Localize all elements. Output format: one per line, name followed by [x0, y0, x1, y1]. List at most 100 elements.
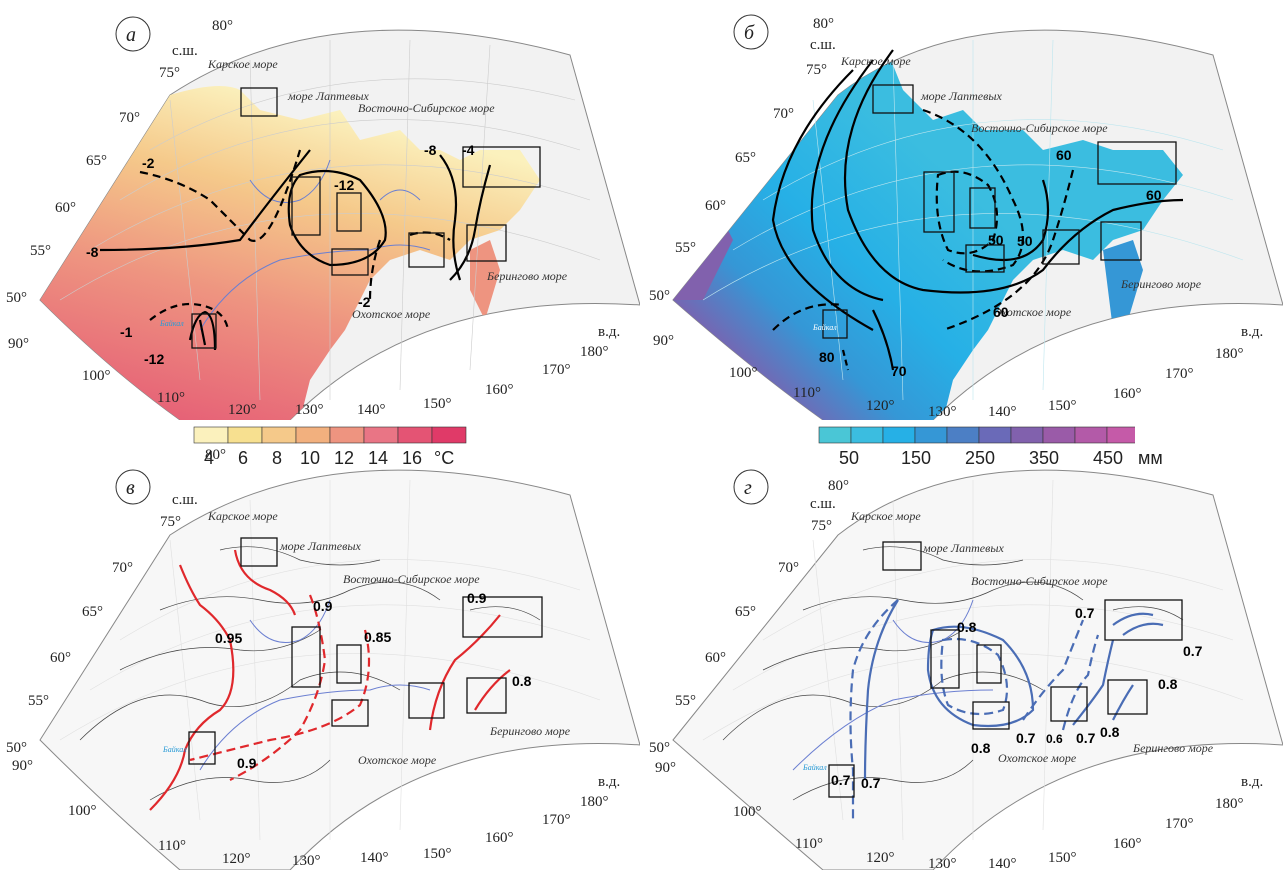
isoline-label: 0.7 — [1076, 730, 1096, 746]
lat-label-75: 75° — [811, 518, 832, 534]
isoline-label: 60 — [1056, 147, 1072, 163]
isoline-label: 0.9 — [313, 598, 333, 614]
lon-label-150: 150° — [1048, 850, 1077, 866]
sea-east-siberian: Восточно-Сибирское море — [971, 121, 1108, 135]
panel-letter-circle — [115, 469, 151, 505]
sea-east-siberian: Восточно-Сибирское море — [358, 101, 495, 115]
lon-label-140: 140° — [988, 856, 1017, 870]
isoline-label: 0.8 — [1100, 724, 1120, 740]
lat-label-60: 60° — [705, 650, 726, 666]
map-frame — [39, 469, 640, 870]
sea-east-siberian: Восточно-Сибирское море — [971, 574, 1108, 588]
sea-kara: Карское море — [840, 54, 911, 68]
sea-bering: Берингово море — [1132, 741, 1214, 755]
precip-colorbar-swatches — [818, 426, 1135, 444]
isoline-label: 0.95 — [215, 630, 242, 646]
lon-label-170: 170° — [1165, 816, 1194, 832]
lon-label-90: 90° — [12, 758, 33, 774]
temp-tick: 16 — [402, 448, 422, 468]
temp-colorbar-swatches — [193, 426, 467, 444]
lat-label-60: 60° — [55, 200, 76, 216]
lat-label-65: 65° — [82, 604, 103, 620]
study-boxes — [188, 537, 543, 765]
lat-label-55: 55° — [675, 240, 696, 256]
lat-label-75: 75° — [160, 514, 181, 530]
temp-tick: 8 — [272, 448, 282, 468]
sea-bering: Берингово море — [489, 724, 571, 738]
precip-unit: мм — [1138, 448, 1163, 468]
isoline-label: -1 — [120, 324, 133, 340]
lon-label-120: 120° — [866, 398, 895, 414]
lon-label-130: 130° — [928, 404, 957, 420]
lon-label-120: 120° — [866, 850, 895, 866]
lon-label-150: 150° — [423, 396, 452, 412]
lon-label-140: 140° — [360, 850, 389, 866]
lake-baikal: Байкал — [159, 319, 184, 328]
lat-label-55: 55° — [675, 693, 696, 709]
sea-okhotsk: Охотское море — [358, 753, 437, 767]
panel-letter-circle — [733, 14, 769, 50]
isoline-label: 0.7 — [1016, 730, 1036, 746]
isoline-label: -12 — [144, 351, 164, 367]
lon-label-110: 110° — [157, 390, 185, 406]
lon-label-100: 100° — [733, 804, 762, 820]
lat-label-55: 55° — [30, 243, 51, 259]
lon-label-180: 180° — [580, 344, 609, 360]
precip-unit-wrap: мм — [1138, 448, 1163, 468]
sea-bering: Берингово море — [1120, 277, 1202, 291]
isoline-label: 0.7 — [1075, 605, 1095, 621]
temp-tick: 14 — [368, 448, 388, 468]
lon-label-100: 100° — [729, 365, 758, 381]
isoline-label: 0.8 — [957, 619, 977, 635]
sea-kara: Карское море — [207, 509, 278, 523]
lat-label-80: 80° — [828, 478, 849, 494]
lat-label-70: 70° — [773, 106, 794, 122]
sea-okhotsk: Охотское море — [352, 307, 431, 321]
isoline-label: 0.7 — [831, 772, 851, 788]
precip-colorbar: 50 150 250 350 450 — [818, 426, 1135, 468]
temp-tick: 10 — [300, 448, 320, 468]
lat-label-nl: с.ш. — [172, 43, 198, 59]
map-panel-g: г 80° с.ш. 75° 70° 65° 60° 55° 50° 90° 1… — [649, 469, 1283, 870]
lon-label-100: 100° — [82, 368, 111, 384]
study-boxes — [828, 541, 1183, 798]
lon-label-170: 170° — [1165, 366, 1194, 382]
lon-label-180: 180° — [1215, 796, 1244, 812]
isoline-label: 50 — [1017, 233, 1033, 249]
lat-label-50: 50° — [649, 740, 670, 756]
temp-tick: 4 — [204, 448, 214, 468]
lat-label-70: 70° — [112, 560, 133, 576]
isoline-label: 60 — [1146, 187, 1162, 203]
temp-unit: °C — [434, 448, 454, 468]
lat-label-50: 50° — [649, 288, 670, 304]
isoline-label: 0.9 — [237, 755, 257, 771]
lon-label-el: в.д. — [598, 774, 620, 790]
map-panel-v: в 80° с.ш. 75° 70° 65° 60° 55° 50° 90° 1… — [6, 447, 640, 870]
lat-label-55: 55° — [28, 693, 49, 709]
lon-label-90: 90° — [655, 760, 676, 776]
sea-laptev: море Лаптевых — [920, 89, 1002, 103]
isoline-label: 80 — [819, 349, 835, 365]
study-boxes — [191, 87, 541, 349]
lon-label-160: 160° — [485, 382, 514, 398]
sea-east-siberian: Восточно-Сибирское море — [343, 572, 480, 586]
isolines-r-blue — [849, 599, 1164, 820]
sea-laptev: море Лаптевых — [287, 89, 369, 103]
lat-label-70: 70° — [778, 560, 799, 576]
isoline-label: 0.8 — [512, 673, 532, 689]
lon-label-110: 110° — [793, 385, 821, 401]
lat-label-nl: с.ш. — [172, 492, 198, 508]
lon-label-160: 160° — [1113, 386, 1142, 402]
lon-label-170: 170° — [542, 362, 571, 378]
panel-letter: в — [126, 477, 135, 499]
lon-label-140: 140° — [357, 402, 386, 418]
panel-letter: б — [744, 22, 755, 44]
isoline-label: 0.8 — [971, 740, 991, 756]
lon-label-150: 150° — [423, 846, 452, 862]
panel-letter-circle — [115, 16, 151, 52]
isoline-label: -4 — [462, 142, 475, 158]
lake-baikal: Байкал — [812, 323, 837, 332]
isoline-label: 0.7 — [1183, 643, 1203, 659]
precip-tick: 450 — [1093, 448, 1123, 468]
temp-tick: 6 — [238, 448, 248, 468]
